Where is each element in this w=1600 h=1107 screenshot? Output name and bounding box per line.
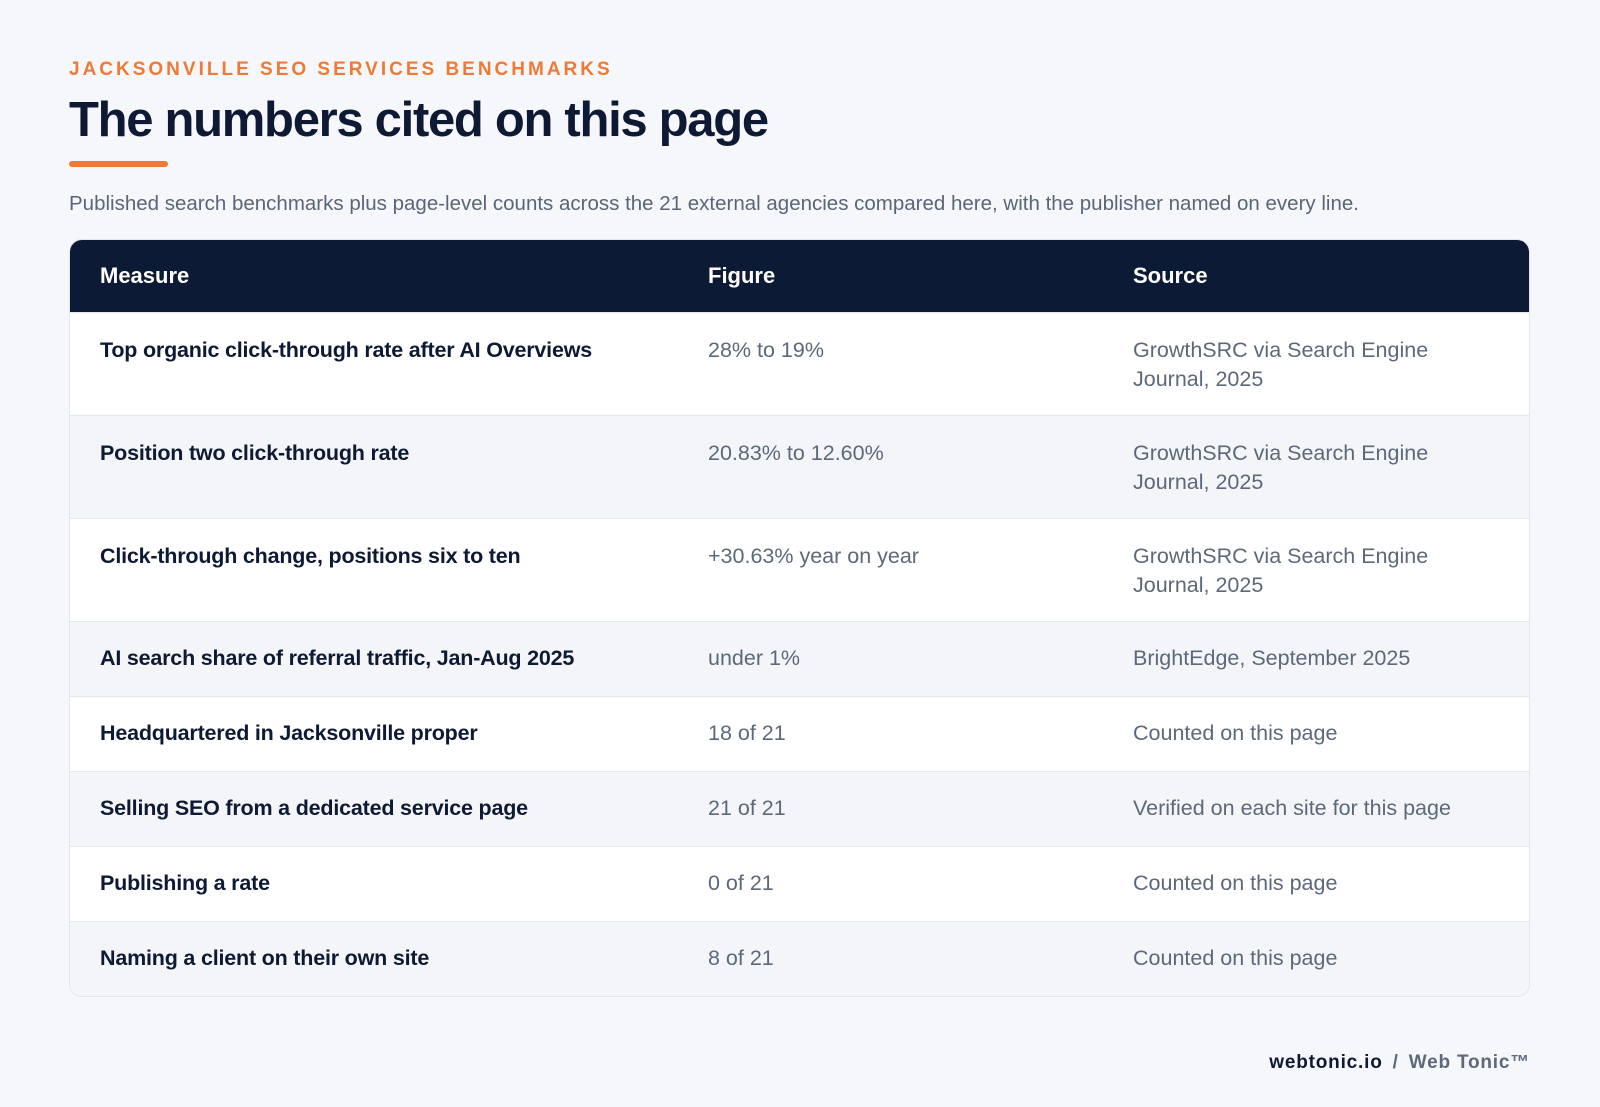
page-subtitle: Published search benchmarks plus page-le… — [69, 192, 1359, 215]
source-cell: GrowthSRC via Search Engine Journal, 202… — [1133, 338, 1429, 391]
table-row: Naming a client on their own site 8 of 2… — [70, 921, 1529, 996]
source-cell: Counted on this page — [1133, 721, 1338, 745]
table-row: Click-through change, positions six to t… — [70, 518, 1529, 621]
measure-cell: Position two click-through rate — [100, 441, 410, 465]
source-cell: Counted on this page — [1133, 946, 1338, 970]
figure-cell: +30.63% year on year — [708, 544, 919, 568]
figure-cell: 18 of 21 — [708, 721, 786, 745]
measure-cell: Top organic click-through rate after AI … — [100, 338, 592, 362]
measure-cell: Headquartered in Jacksonville proper — [100, 721, 478, 745]
table-row: Top organic click-through rate after AI … — [70, 312, 1529, 415]
table-row: Selling SEO from a dedicated service pag… — [70, 771, 1529, 846]
table-header: Measure Figure Source — [70, 240, 1529, 312]
benchmarks-page: JACKSONVILLE SEO SERVICES BENCHMARKS The… — [69, 58, 1530, 997]
figure-cell: 21 of 21 — [708, 796, 786, 820]
measure-cell: Selling SEO from a dedicated service pag… — [100, 796, 528, 820]
source-cell: GrowthSRC via Search Engine Journal, 202… — [1133, 544, 1429, 597]
source-cell: GrowthSRC via Search Engine Journal, 202… — [1133, 441, 1429, 494]
source-cell: BrightEdge, September 2025 — [1133, 646, 1411, 670]
page-title: The numbers cited on this page — [69, 93, 769, 147]
title-underline — [69, 161, 168, 167]
figure-cell: 20.83% to 12.60% — [708, 441, 884, 465]
figure-cell: under 1% — [708, 646, 801, 670]
measure-cell: Publishing a rate — [100, 871, 270, 895]
footer-separator: / — [1392, 1052, 1399, 1073]
measure-cell: Click-through change, positions six to t… — [100, 544, 521, 568]
source-cell: Counted on this page — [1133, 871, 1338, 895]
column-header-source: Source — [1133, 263, 1208, 288]
table-row: Position two click-through rate 20.83% t… — [70, 415, 1529, 518]
measure-cell: Naming a client on their own site — [100, 946, 430, 970]
figure-cell: 28% to 19% — [708, 338, 824, 362]
table-row: Headquartered in Jacksonville proper 18 … — [70, 696, 1529, 771]
table-row: Publishing a rate 0 of 21 Counted on thi… — [70, 846, 1529, 921]
table-row: AI search share of referral traffic, Jan… — [70, 621, 1529, 696]
footer-brand: Web Tonic™ — [1408, 1052, 1530, 1073]
footer-credit: webtonic.io / Web Tonic™ — [1269, 1052, 1530, 1074]
source-cell: Verified on each site for this page — [1133, 796, 1451, 820]
measure-cell: AI search share of referral traffic, Jan… — [100, 646, 575, 670]
eyebrow-label: JACKSONVILLE SEO SERVICES BENCHMARKS — [69, 59, 613, 80]
benchmarks-table: Measure Figure Source Top organic click-… — [69, 239, 1530, 997]
column-header-figure: Figure — [708, 263, 776, 288]
figure-cell: 0 of 21 — [708, 871, 774, 895]
footer-domain: webtonic.io — [1269, 1052, 1383, 1073]
column-header-measure: Measure — [100, 263, 190, 288]
figure-cell: 8 of 21 — [708, 946, 774, 970]
